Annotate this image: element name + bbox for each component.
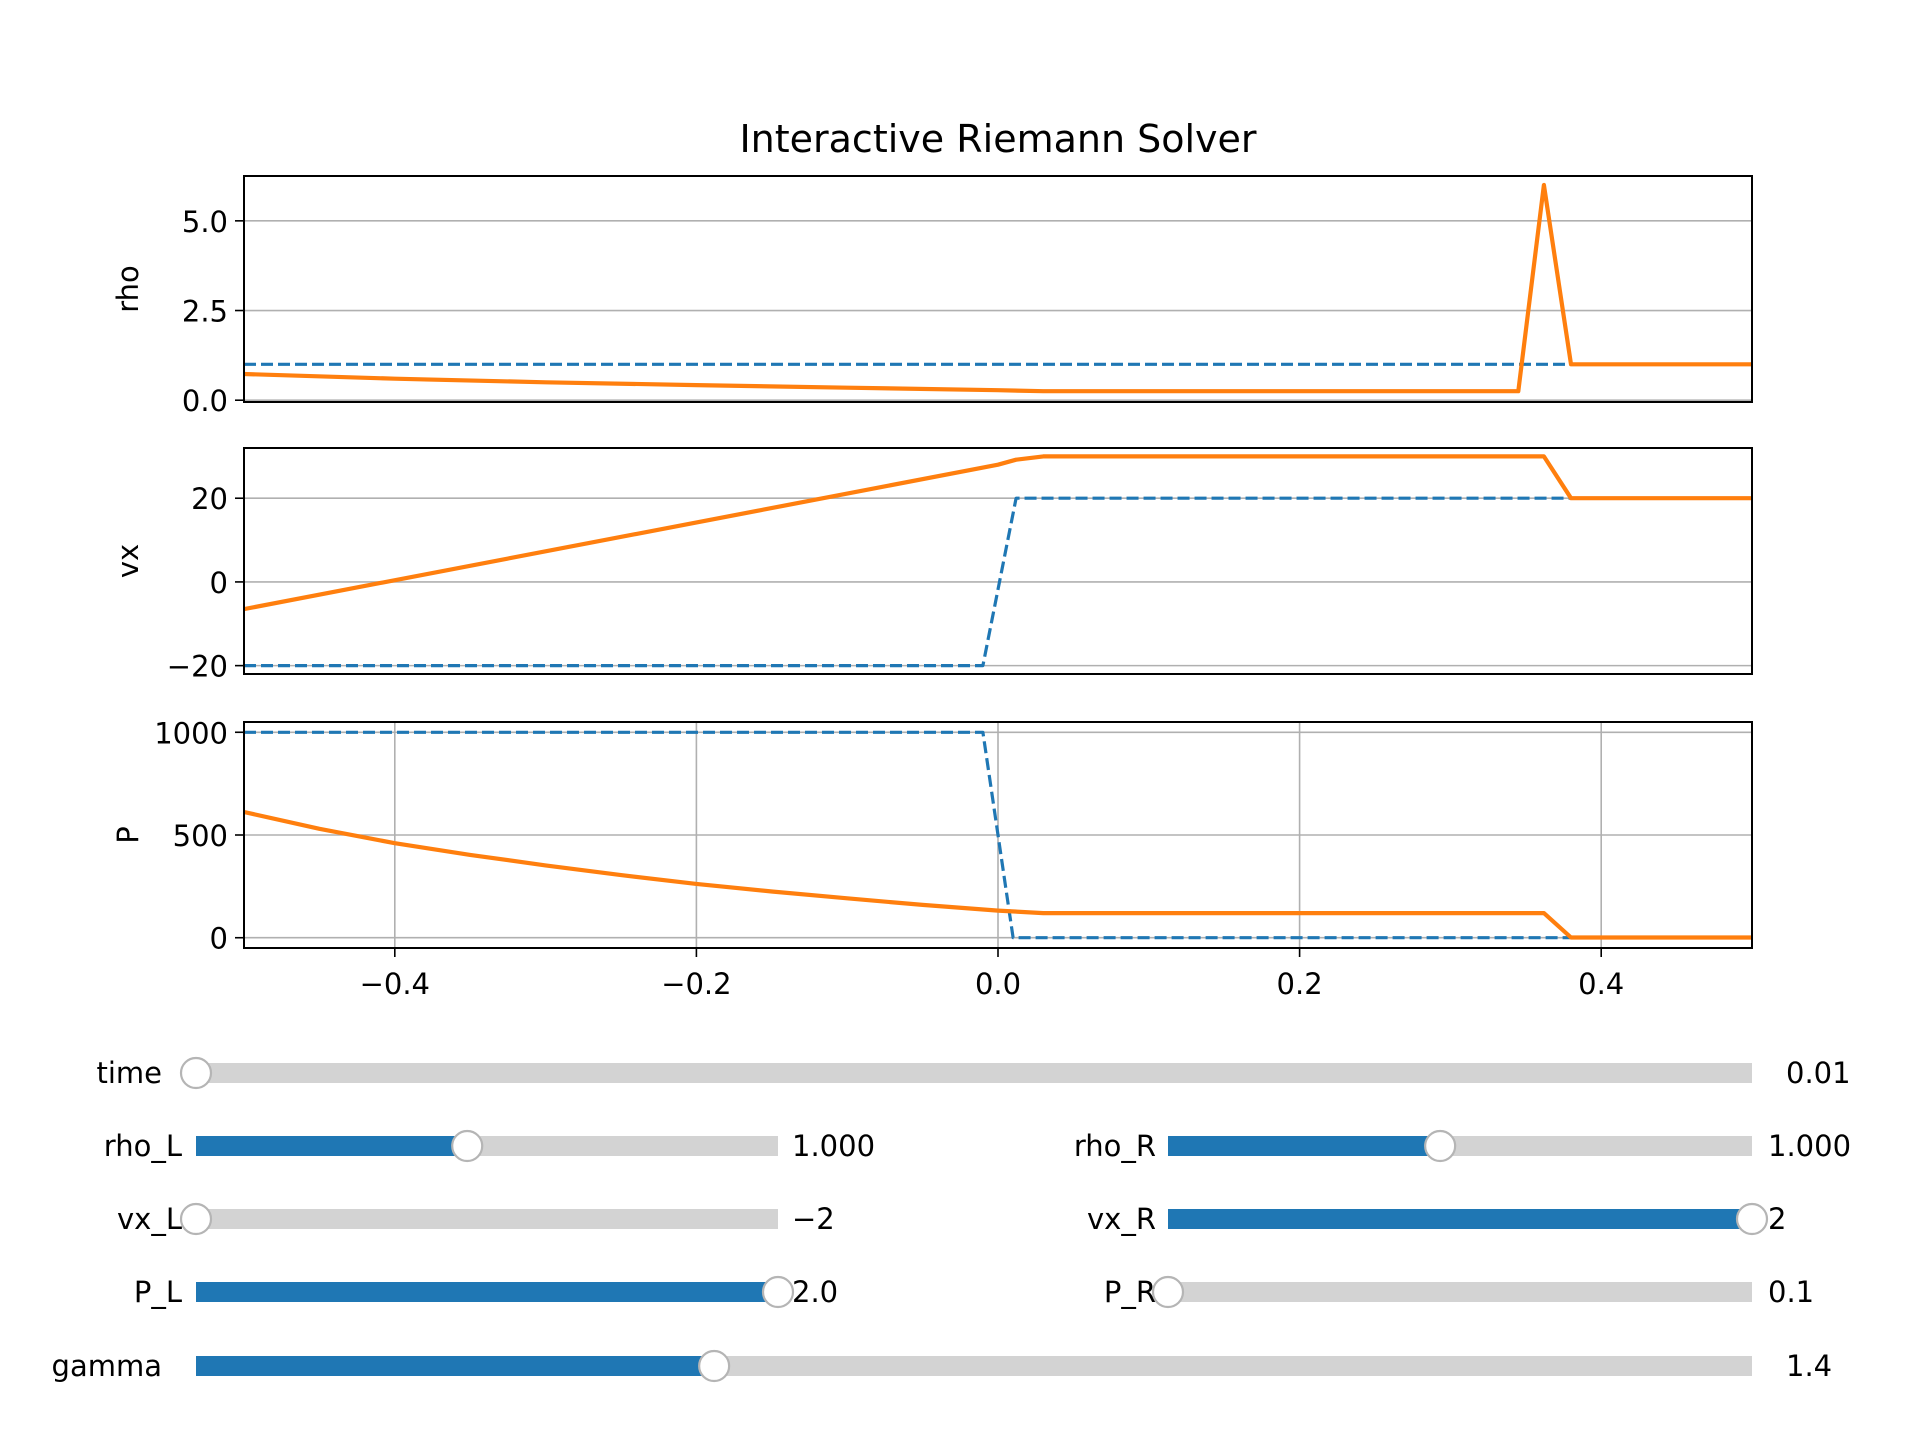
slider-rho-r-fill — [1168, 1136, 1441, 1156]
slider-vx-l[interactable]: vx_L −2 — [117, 1202, 835, 1236]
slider-rho-l-handle[interactable] — [451, 1129, 484, 1163]
p-xtick-label: −0.2 — [661, 967, 731, 1001]
slider-rho-l-value: 1.000 — [792, 1129, 875, 1163]
p-axes: 0 500 1000 −0.4 −0.2 0.0 0.2 0.4 P — [111, 716, 1753, 1001]
slider-vx-l-track[interactable] — [196, 1209, 778, 1229]
slider-vx-l-label: vx_L — [117, 1202, 182, 1236]
slider-time-label: time — [96, 1056, 162, 1090]
slider-rho-l[interactable]: rho_L 1.000 — [104, 1129, 875, 1163]
slider-p-l-handle[interactable] — [761, 1275, 795, 1309]
p-xtick-label: 0.0 — [975, 967, 1021, 1001]
p-xtick-label: 0.2 — [1277, 967, 1323, 1001]
slider-time-track[interactable] — [196, 1063, 1752, 1083]
slider-rho-r-label: rho_R — [1074, 1129, 1156, 1163]
p-ylabel: P — [111, 826, 145, 844]
slider-time[interactable]: time 0.01 — [96, 1056, 1850, 1090]
slider-vx-l-value: −2 — [792, 1202, 835, 1236]
p-xtick-label: 0.4 — [1578, 967, 1624, 1001]
rho-ytick-label: 2.5 — [182, 295, 228, 329]
slider-vx-r-label: vx_R — [1087, 1202, 1156, 1236]
slider-rho-r[interactable]: rho_R 1.000 — [1074, 1129, 1851, 1163]
slider-p-r-label: P_R — [1104, 1275, 1156, 1309]
slider-gamma-handle[interactable] — [698, 1349, 731, 1383]
slider-vx-l-handle[interactable] — [179, 1202, 213, 1236]
p-xtick-label: −0.4 — [360, 967, 430, 1001]
slider-vx-r-handle[interactable] — [1735, 1202, 1769, 1236]
vx-axes-frame — [243, 447, 1753, 675]
slider-panel: time 0.01 rho_L 1.000 rho_R 1.000 vx_L −2 vx_R 2 P… — [52, 1056, 1851, 1383]
p-ytick-label: 1000 — [154, 716, 228, 750]
vx-ylabel: vx — [111, 544, 145, 578]
figure-title: Interactive Riemann Solver — [739, 117, 1256, 161]
vx-ytick-label: −20 — [167, 650, 228, 684]
slider-rho-r-value: 1.000 — [1768, 1129, 1851, 1163]
slider-rho-l-fill — [196, 1136, 468, 1156]
slider-time-handle[interactable] — [179, 1056, 213, 1090]
slider-vx-r[interactable]: vx_R 2 — [1087, 1202, 1786, 1236]
rho-solution-line — [244, 182, 1752, 394]
p-ytick-label: 500 — [173, 819, 228, 853]
vx-ytick-label: 20 — [191, 482, 228, 516]
p-solution-line — [244, 809, 1752, 940]
vx-solution-line — [244, 454, 1752, 612]
slider-time-value: 0.01 — [1786, 1056, 1851, 1090]
slider-rho-l-label: rho_L — [104, 1129, 182, 1163]
vx-axes: −20 0 20 vx — [111, 447, 1753, 684]
slider-p-r-track[interactable] — [1168, 1282, 1752, 1302]
slider-gamma[interactable]: gamma 1.4 — [52, 1349, 1833, 1383]
slider-p-r-value: 0.1 — [1768, 1275, 1814, 1309]
slider-vx-r-value: 2 — [1768, 1202, 1786, 1236]
slider-p-r-handle[interactable] — [1151, 1275, 1185, 1309]
slider-p-r[interactable]: P_R 0.1 — [1104, 1275, 1814, 1309]
slider-p-l-value: 2.0 — [792, 1275, 838, 1309]
rho-axes-frame — [243, 175, 1753, 403]
slider-gamma-label: gamma — [52, 1349, 162, 1383]
slider-gamma-fill — [196, 1356, 715, 1376]
p-ytick-label: 0 — [210, 922, 228, 956]
slider-gamma-value: 1.4 — [1786, 1349, 1832, 1383]
slider-p-l[interactable]: P_L 2.0 — [134, 1275, 838, 1309]
slider-p-l-fill — [196, 1282, 778, 1302]
p-initial-line — [244, 730, 1752, 940]
rho-ylabel: rho — [111, 265, 145, 313]
rho-ytick-label: 0.0 — [182, 384, 228, 418]
slider-vx-r-fill — [1168, 1209, 1752, 1229]
vx-initial-line — [244, 496, 1752, 668]
slider-p-l-label: P_L — [134, 1275, 182, 1309]
rho-axes: 0.0 2.5 5.0 rho — [111, 175, 1753, 418]
rho-ytick-label: 5.0 — [182, 205, 228, 239]
p-axes-frame — [243, 721, 1753, 949]
vx-ytick-label: 0 — [210, 566, 228, 600]
slider-rho-r-handle[interactable] — [1424, 1129, 1457, 1163]
